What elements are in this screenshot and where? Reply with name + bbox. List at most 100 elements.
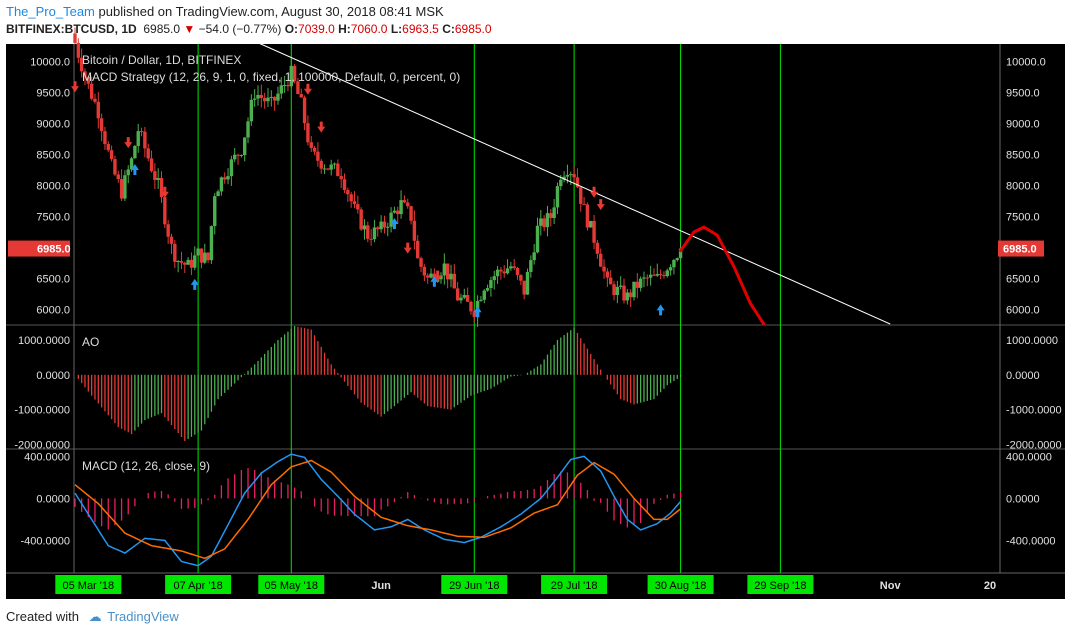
created-with-label: Created with [6, 609, 79, 624]
ao-axis-label: 1000.0000 [18, 335, 70, 347]
candle-body [525, 271, 530, 295]
candle-body [632, 281, 636, 298]
candle-body [199, 248, 204, 263]
price-axis-label: 6000.0 [36, 305, 70, 317]
candle-body [113, 159, 117, 175]
candle-body [482, 290, 486, 300]
candle-body [425, 275, 430, 278]
ao-axis-label: 1000.0000 [1006, 335, 1058, 347]
candle-body [499, 269, 503, 272]
symbol-label: BITFINEX:BTCUSD, 1D [6, 22, 137, 36]
candle-body [286, 85, 290, 87]
candle-body [183, 262, 187, 265]
strategy-label: MACD Strategy (12, 26, 9, 1, 0, fixed, 1… [82, 70, 460, 84]
ao-axis-label: -2000.0000 [1006, 440, 1062, 452]
chart-background [6, 44, 1065, 599]
candle-body [342, 179, 347, 191]
candle-body [445, 263, 450, 280]
candle-body [309, 142, 313, 148]
candle-body [246, 121, 250, 138]
candle-body [618, 285, 623, 287]
author-link[interactable]: The_Pro_Team [6, 4, 95, 19]
ao-axis-label: -1000.0000 [14, 405, 70, 417]
candle-body [276, 93, 280, 101]
candle-body [582, 203, 586, 205]
candle-body [579, 187, 583, 204]
x-axis-label: 29 Jul '18 [551, 580, 598, 592]
candle-body [369, 238, 373, 240]
candle-body [555, 186, 560, 208]
candle-body [465, 295, 470, 302]
close-value: 6985.0 [454, 22, 492, 36]
candle-body [575, 177, 580, 188]
candle-body [249, 99, 254, 122]
price-axis-label: 7500.0 [36, 212, 70, 224]
low-value: 6963.5 [402, 22, 439, 36]
ao-axis-label: -2000.0000 [14, 440, 70, 452]
buy-arrow-icon [130, 164, 139, 176]
candle-body [658, 274, 663, 276]
candle-body [372, 227, 377, 240]
candle-body [86, 76, 91, 84]
macd-axis-label: -400.0000 [20, 535, 70, 547]
candle-body [542, 218, 546, 228]
candle-body [495, 269, 500, 277]
sell-arrow-icon [303, 83, 312, 95]
candle-body [595, 242, 600, 254]
candle-body [585, 204, 590, 228]
candle-body [572, 174, 576, 178]
candle-body [186, 259, 190, 265]
candle-body [678, 248, 683, 259]
candle-body [226, 176, 230, 180]
candle-body [256, 94, 260, 99]
candle-body [143, 131, 147, 149]
candle-body [406, 202, 410, 207]
candle-body [366, 225, 370, 239]
candle-body [419, 258, 423, 267]
projection-curve [679, 225, 766, 326]
candle-body [133, 145, 137, 159]
candle-body [179, 261, 184, 263]
candle-body [412, 220, 417, 241]
candle-body [442, 263, 447, 276]
price-axis-label: 8500.0 [36, 150, 70, 162]
candle-body [173, 243, 177, 262]
candle-body [399, 200, 403, 215]
candle-body [176, 261, 180, 263]
price-pane-title: Bitcoin / Dollar, 1D, BITFINEX [82, 53, 241, 67]
tradingview-logo-icon[interactable]: ☁ [88, 609, 102, 624]
candle-body [159, 177, 164, 198]
candle-body [472, 311, 476, 317]
candle-body [645, 277, 650, 279]
candle-body [459, 297, 463, 301]
candle-body [569, 174, 573, 176]
candle-body [229, 159, 234, 177]
candle-body [562, 176, 566, 180]
candle-body [239, 155, 244, 157]
date-badge [55, 575, 122, 594]
candle-body [96, 101, 100, 119]
date-badge [258, 575, 325, 594]
candle-body [269, 96, 274, 98]
candle-body [252, 98, 257, 100]
price-change: −54.0 (−0.77%) [198, 22, 282, 36]
candle-body [652, 274, 656, 276]
published-text: published on TradingView.com, August 30,… [98, 4, 444, 19]
candle-body [329, 164, 333, 170]
candle-body [522, 280, 526, 295]
price-axis-label: 8000.0 [1006, 181, 1040, 193]
tradingview-link[interactable]: TradingView [107, 609, 179, 624]
candle-body [146, 148, 150, 159]
price-axis-label: 10000.0 [30, 56, 70, 68]
candle-body [193, 255, 197, 268]
candle-body [362, 225, 367, 230]
candle-body [109, 150, 114, 160]
candle-body [236, 154, 240, 156]
candle-body [635, 281, 640, 288]
candle-body [422, 266, 427, 276]
candle-body [672, 259, 676, 268]
candle-body [625, 292, 630, 301]
candle-body [119, 179, 124, 199]
low-label: L: [390, 22, 403, 36]
